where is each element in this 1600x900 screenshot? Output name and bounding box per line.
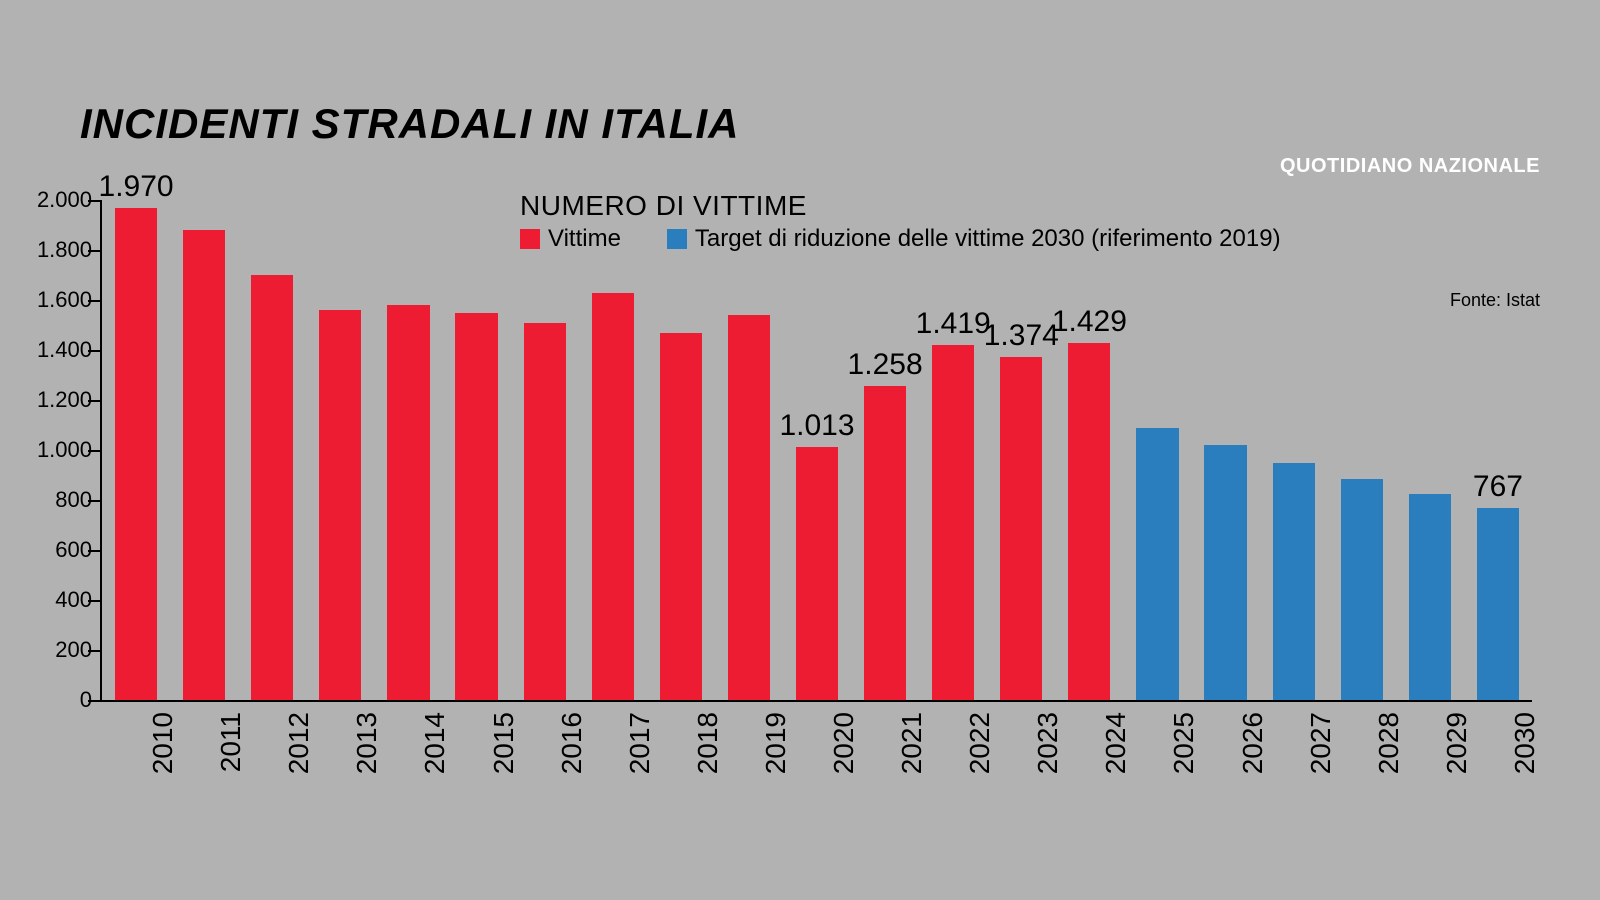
bar xyxy=(796,447,838,700)
chart-title: INCIDENTI STRADALI IN ITALIA xyxy=(80,100,740,148)
bar-value-label: 1.419 xyxy=(916,307,991,341)
chart-area: 02004006008001.0001.2001.4001.6001.8002.… xyxy=(100,200,1530,700)
bar-value-label: 767 xyxy=(1473,470,1523,504)
x-axis-label: 2024 xyxy=(1100,712,1132,774)
bar-value-label: 1.970 xyxy=(99,170,174,204)
bar-value-label: 1.374 xyxy=(984,319,1059,353)
x-axis-label: 2026 xyxy=(1237,712,1269,774)
x-axis-label: 2011 xyxy=(215,712,247,772)
y-axis-label: 1.600 xyxy=(37,287,92,313)
plot-area: 02004006008001.0001.2001.4001.6001.8002.… xyxy=(100,200,1532,702)
bar xyxy=(524,323,566,701)
bar-value-label: 1.258 xyxy=(848,348,923,382)
x-axis-label: 2022 xyxy=(964,712,996,774)
bar xyxy=(660,333,702,701)
x-axis-label: 2020 xyxy=(828,712,860,774)
x-axis-label: 2027 xyxy=(1305,712,1337,774)
y-axis-label: 0 xyxy=(80,687,92,713)
x-axis-label: 2023 xyxy=(1032,712,1064,774)
x-axis-label: 2018 xyxy=(692,712,724,774)
x-axis-label: 2029 xyxy=(1441,712,1473,774)
bar xyxy=(1477,508,1519,700)
x-axis-label: 2015 xyxy=(488,712,520,774)
x-axis-label: 2025 xyxy=(1168,712,1200,774)
bar xyxy=(1136,428,1178,701)
bar xyxy=(183,230,225,700)
bar xyxy=(1273,463,1315,701)
bar xyxy=(251,275,293,700)
y-axis-label: 2.000 xyxy=(37,187,92,213)
bar xyxy=(932,345,974,700)
bar xyxy=(455,313,497,701)
x-axis-label: 2010 xyxy=(147,712,179,774)
x-axis-label: 2030 xyxy=(1509,712,1541,774)
bar xyxy=(1341,479,1383,700)
bar xyxy=(1409,494,1451,700)
watermark: QUOTIDIANO NAZIONALE xyxy=(1280,155,1540,178)
x-axis-label: 2028 xyxy=(1373,712,1405,774)
bar xyxy=(387,305,429,700)
bar xyxy=(728,315,770,700)
bar xyxy=(1000,357,1042,701)
y-axis-label: 400 xyxy=(55,587,92,613)
y-axis-label: 600 xyxy=(55,537,92,563)
x-axis-label: 2012 xyxy=(283,712,315,774)
y-axis-label: 1.400 xyxy=(37,337,92,363)
bar-value-label: 1.013 xyxy=(779,409,854,443)
bar xyxy=(115,208,157,701)
bar-value-label: 1.429 xyxy=(1052,305,1127,339)
bar xyxy=(592,293,634,701)
y-axis-label: 800 xyxy=(55,487,92,513)
bar xyxy=(864,386,906,701)
y-axis-label: 200 xyxy=(55,637,92,663)
x-axis-label: 2017 xyxy=(624,712,656,774)
y-axis-label: 1.200 xyxy=(37,387,92,413)
x-axis-label: 2019 xyxy=(760,712,792,774)
chart-container: INCIDENTI STRADALI IN ITALIA QUOTIDIANO … xyxy=(0,0,1600,900)
bar xyxy=(319,310,361,700)
x-axis-label: 2013 xyxy=(351,712,383,774)
x-axis-label: 2014 xyxy=(419,712,451,774)
y-axis-label: 1.000 xyxy=(37,437,92,463)
x-axis-label: 2021 xyxy=(896,712,928,774)
bar xyxy=(1204,445,1246,700)
bar xyxy=(1068,343,1110,700)
x-axis-label: 2016 xyxy=(556,712,588,774)
y-axis-label: 1.800 xyxy=(37,237,92,263)
